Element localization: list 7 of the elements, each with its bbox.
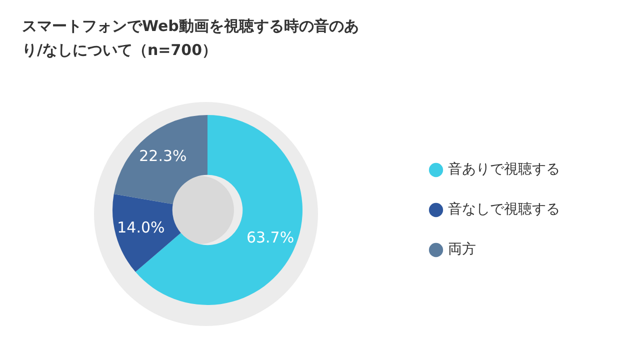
legend-label: 音ありで視聴する [448, 162, 560, 178]
legend-label: 音なしで視聴する [448, 202, 560, 218]
data-label: 22.3% [139, 147, 187, 166]
data-label: 63.7% [246, 228, 294, 247]
chart-title: スマートフォンでWeb動画を視聴する時の音のあり/なしについて（n=700） [22, 16, 360, 61]
data-label: 14.0% [117, 218, 165, 236]
legend-label: 両方 [448, 242, 476, 258]
